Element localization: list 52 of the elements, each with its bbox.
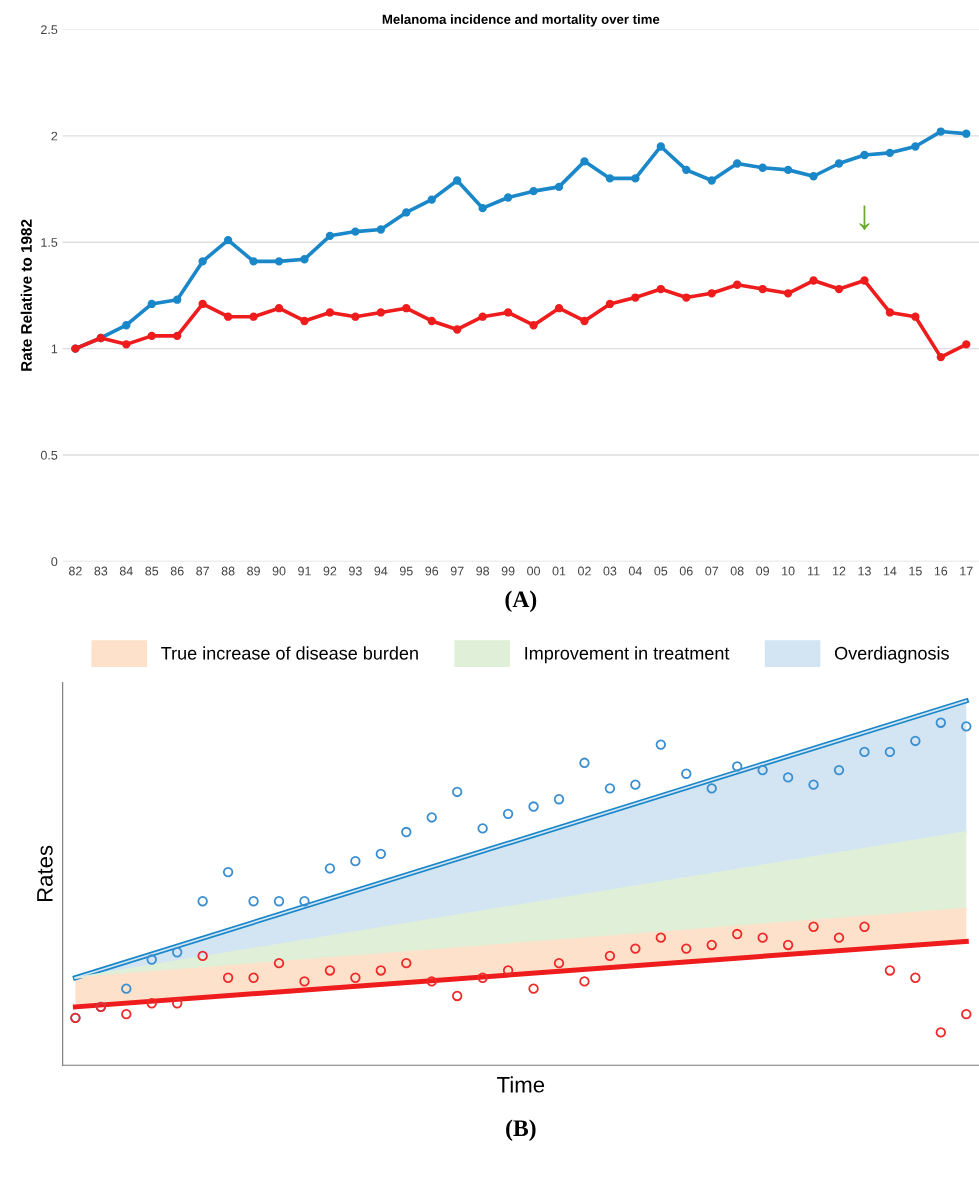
x-tick-label: 09	[756, 566, 769, 576]
x-tick-label: 89	[247, 566, 260, 576]
y-tick-label: 1.5	[41, 238, 58, 247]
x-tick-label: 02	[578, 566, 591, 576]
x-tick-label: 03	[603, 566, 617, 576]
x-tick-label: 06	[679, 566, 693, 576]
x-tick-label: 10	[782, 566, 795, 576]
x-tick-label: 94	[374, 566, 388, 576]
text: (B)	[506, 1119, 536, 1141]
legend-label: Improvement in treatment	[525, 646, 730, 664]
x-tick-label: 86	[170, 566, 184, 576]
x-tick-label: 96	[425, 566, 439, 576]
x-tick-label: 90	[272, 566, 286, 576]
y-tick-label: 1	[51, 344, 58, 354]
y-axis-title: Rates	[37, 845, 53, 902]
text: (A)	[505, 590, 537, 613]
y-tick-label: 2.5	[41, 25, 58, 35]
x-tick-label: 17	[960, 566, 973, 576]
x-tick-label: 91	[298, 566, 311, 576]
x-tick-label: 85	[145, 566, 159, 576]
x-axis-title: Time	[497, 1076, 545, 1093]
y-tick-label: 0.5	[40, 450, 58, 460]
x-tick-label: 01	[552, 566, 566, 576]
x-tick-label: 13	[858, 566, 871, 576]
y-tick-label: 0	[51, 557, 58, 567]
x-tick-label: 88	[221, 566, 235, 576]
x-tick-label: 00	[527, 566, 541, 576]
x-tick-label: 15	[909, 566, 922, 576]
x-tick-label: 87	[196, 566, 209, 576]
y-axis-title: Rate Relative to 1982	[20, 219, 32, 371]
x-tick-label: 11	[808, 566, 820, 576]
x-tick-label: 04	[628, 566, 642, 576]
x-tick-label: 16	[934, 566, 948, 576]
x-tick-label: 14	[883, 566, 897, 576]
y-tick-label: 2	[51, 131, 58, 141]
x-tick-label: 08	[730, 566, 744, 576]
x-tick-label: 93	[349, 566, 362, 576]
legend-label: Overdiagnosis	[834, 646, 949, 664]
x-tick-label: 12	[833, 566, 846, 576]
x-tick-label: 84	[119, 566, 133, 576]
x-tick-label: 95	[399, 566, 413, 576]
x-tick-label: 92	[323, 566, 337, 576]
chart-title: Melanoma incidence and mortality over time	[382, 14, 660, 27]
x-tick-label: 83	[94, 566, 108, 576]
legend-label: True increase of disease burden	[161, 646, 418, 660]
annotation: ↓	[859, 205, 870, 231]
x-tick-label: 99	[501, 566, 515, 576]
x-tick-label: 07	[705, 566, 719, 576]
x-tick-label: 97	[450, 566, 464, 576]
x-tick-label: 98	[476, 566, 490, 576]
x-tick-label: 05	[654, 566, 668, 576]
x-tick-label: 82	[68, 566, 82, 576]
